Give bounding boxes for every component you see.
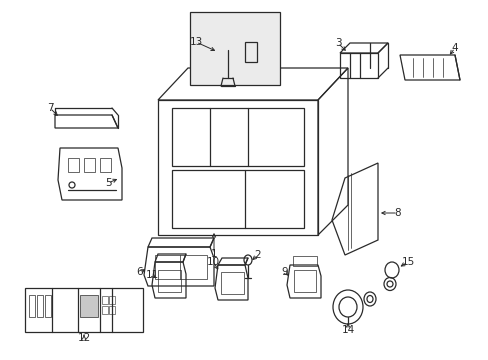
Bar	[102, 306, 108, 314]
Bar	[84, 158, 95, 172]
Text: 8: 8	[394, 208, 401, 218]
Bar	[221, 272, 244, 294]
Text: 1: 1	[210, 249, 217, 259]
Bar	[37, 295, 43, 317]
Bar	[45, 295, 51, 317]
Bar	[109, 306, 115, 314]
Bar	[172, 170, 304, 228]
Bar	[100, 158, 111, 172]
Text: 15: 15	[401, 257, 414, 267]
Bar	[68, 158, 79, 172]
Text: 10: 10	[206, 257, 219, 267]
Text: 5: 5	[104, 178, 111, 188]
Bar	[293, 270, 315, 292]
Bar	[158, 270, 181, 292]
Bar	[25, 288, 142, 332]
Bar	[172, 108, 304, 166]
Bar	[155, 255, 206, 279]
Bar	[190, 12, 280, 85]
Text: 2: 2	[254, 250, 261, 260]
Text: 13: 13	[189, 37, 202, 47]
Bar	[109, 296, 115, 304]
Bar	[102, 296, 108, 304]
Text: 11: 11	[145, 270, 158, 280]
Text: 14: 14	[341, 325, 354, 335]
Text: 3: 3	[334, 38, 341, 48]
Text: 6: 6	[137, 267, 143, 277]
Text: 12: 12	[77, 333, 90, 343]
Bar	[244, 42, 257, 62]
Text: 9: 9	[281, 267, 288, 277]
Bar	[80, 295, 98, 317]
Text: 7: 7	[46, 103, 53, 113]
Text: 4: 4	[451, 43, 457, 53]
Bar	[292, 256, 316, 266]
Bar	[29, 295, 35, 317]
